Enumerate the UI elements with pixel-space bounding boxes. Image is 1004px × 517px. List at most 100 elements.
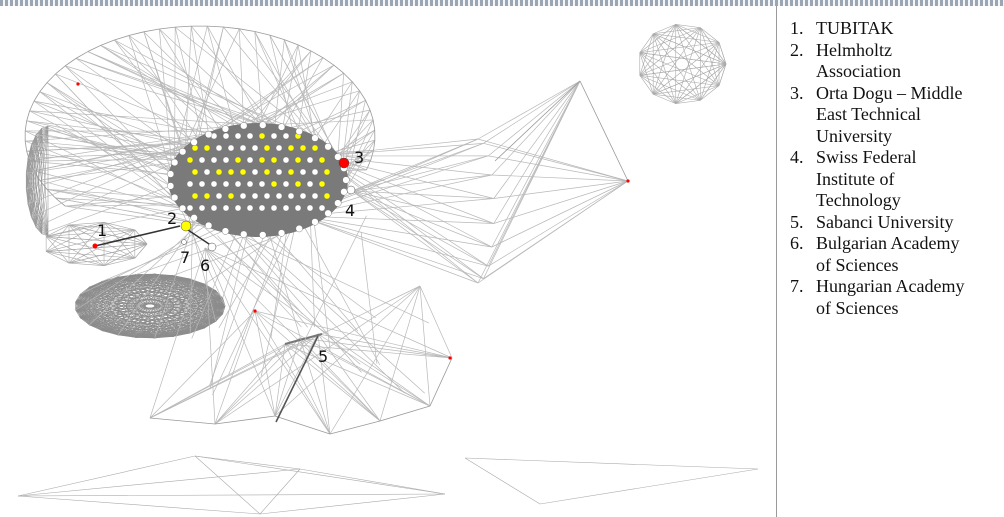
legend-item-label: Helmholtz Association <box>816 39 901 82</box>
node <box>234 204 242 212</box>
edge <box>103 222 135 231</box>
edge <box>333 64 344 74</box>
node <box>259 231 267 239</box>
edge <box>46 222 105 252</box>
edge <box>314 81 353 139</box>
edge <box>154 273 191 334</box>
edge <box>639 33 654 53</box>
node <box>240 230 248 238</box>
edge <box>26 110 31 121</box>
edge <box>68 257 135 264</box>
edge <box>239 28 255 32</box>
node <box>186 180 194 188</box>
edge <box>639 52 654 95</box>
node <box>227 168 235 176</box>
edge <box>493 80 581 224</box>
edge <box>35 125 49 228</box>
edge <box>75 309 81 318</box>
edge <box>337 129 375 158</box>
node <box>275 168 283 176</box>
node <box>263 192 271 200</box>
edge <box>27 128 43 204</box>
edge <box>228 215 290 376</box>
edge <box>419 285 453 359</box>
node <box>311 218 319 226</box>
edge <box>80 293 191 334</box>
node <box>294 180 302 188</box>
node <box>270 180 278 188</box>
legend-item: 5. Sabanci University <box>790 212 1000 234</box>
edge <box>46 73 56 83</box>
edge <box>101 281 155 339</box>
edge <box>310 50 324 59</box>
edge <box>25 144 32 174</box>
edge <box>143 28 160 33</box>
node <box>227 144 235 152</box>
edge <box>579 80 629 182</box>
edge <box>209 216 253 390</box>
edge <box>343 90 360 169</box>
edge <box>25 130 183 209</box>
edge <box>262 64 335 126</box>
edge <box>41 125 49 129</box>
edge <box>47 208 183 237</box>
edge <box>351 190 494 199</box>
node <box>270 204 278 212</box>
edge <box>27 125 49 204</box>
edge <box>191 234 236 339</box>
edge <box>639 42 720 54</box>
edge <box>488 80 581 157</box>
edge <box>80 313 223 319</box>
edge <box>494 80 581 162</box>
node <box>234 180 242 188</box>
node <box>270 132 278 140</box>
node <box>222 204 230 212</box>
legend-item: 6. Bulgarian Academy of Sciences <box>790 233 1000 276</box>
edge <box>35 128 43 135</box>
node <box>222 132 230 140</box>
node <box>287 192 295 200</box>
edge <box>700 63 727 101</box>
node <box>239 144 247 152</box>
edge <box>159 26 176 30</box>
edge <box>254 31 270 36</box>
edge <box>135 274 174 276</box>
edge <box>653 27 701 35</box>
node-3 <box>338 157 350 169</box>
node <box>251 168 259 176</box>
node-label-3: 3 <box>354 148 364 167</box>
edge <box>675 24 701 28</box>
edge <box>17 493 446 497</box>
node-1 <box>92 243 98 249</box>
node <box>210 180 218 188</box>
edge <box>639 75 654 95</box>
edge <box>351 190 494 224</box>
edge <box>207 25 224 28</box>
edge <box>94 225 181 247</box>
edge <box>27 128 43 159</box>
legend: 1. TUBITAK 2. Helmholtz Association 3. Orta… <box>790 18 1000 319</box>
edge <box>134 229 148 245</box>
edge <box>477 80 581 140</box>
edge <box>299 215 489 267</box>
node <box>299 144 307 152</box>
edge <box>159 28 264 126</box>
edge <box>103 222 148 245</box>
node <box>171 158 179 167</box>
edge <box>365 100 371 111</box>
node <box>239 192 247 200</box>
edge <box>68 262 105 266</box>
node-4 <box>346 185 356 195</box>
edge <box>675 85 720 104</box>
edge <box>299 468 446 495</box>
node <box>263 168 271 176</box>
edge <box>639 52 676 104</box>
edge <box>149 337 301 419</box>
peripheral-node <box>626 179 630 183</box>
edge <box>483 80 581 144</box>
node <box>198 180 206 188</box>
edge <box>80 290 216 295</box>
edge <box>75 290 216 303</box>
edge <box>214 415 276 425</box>
